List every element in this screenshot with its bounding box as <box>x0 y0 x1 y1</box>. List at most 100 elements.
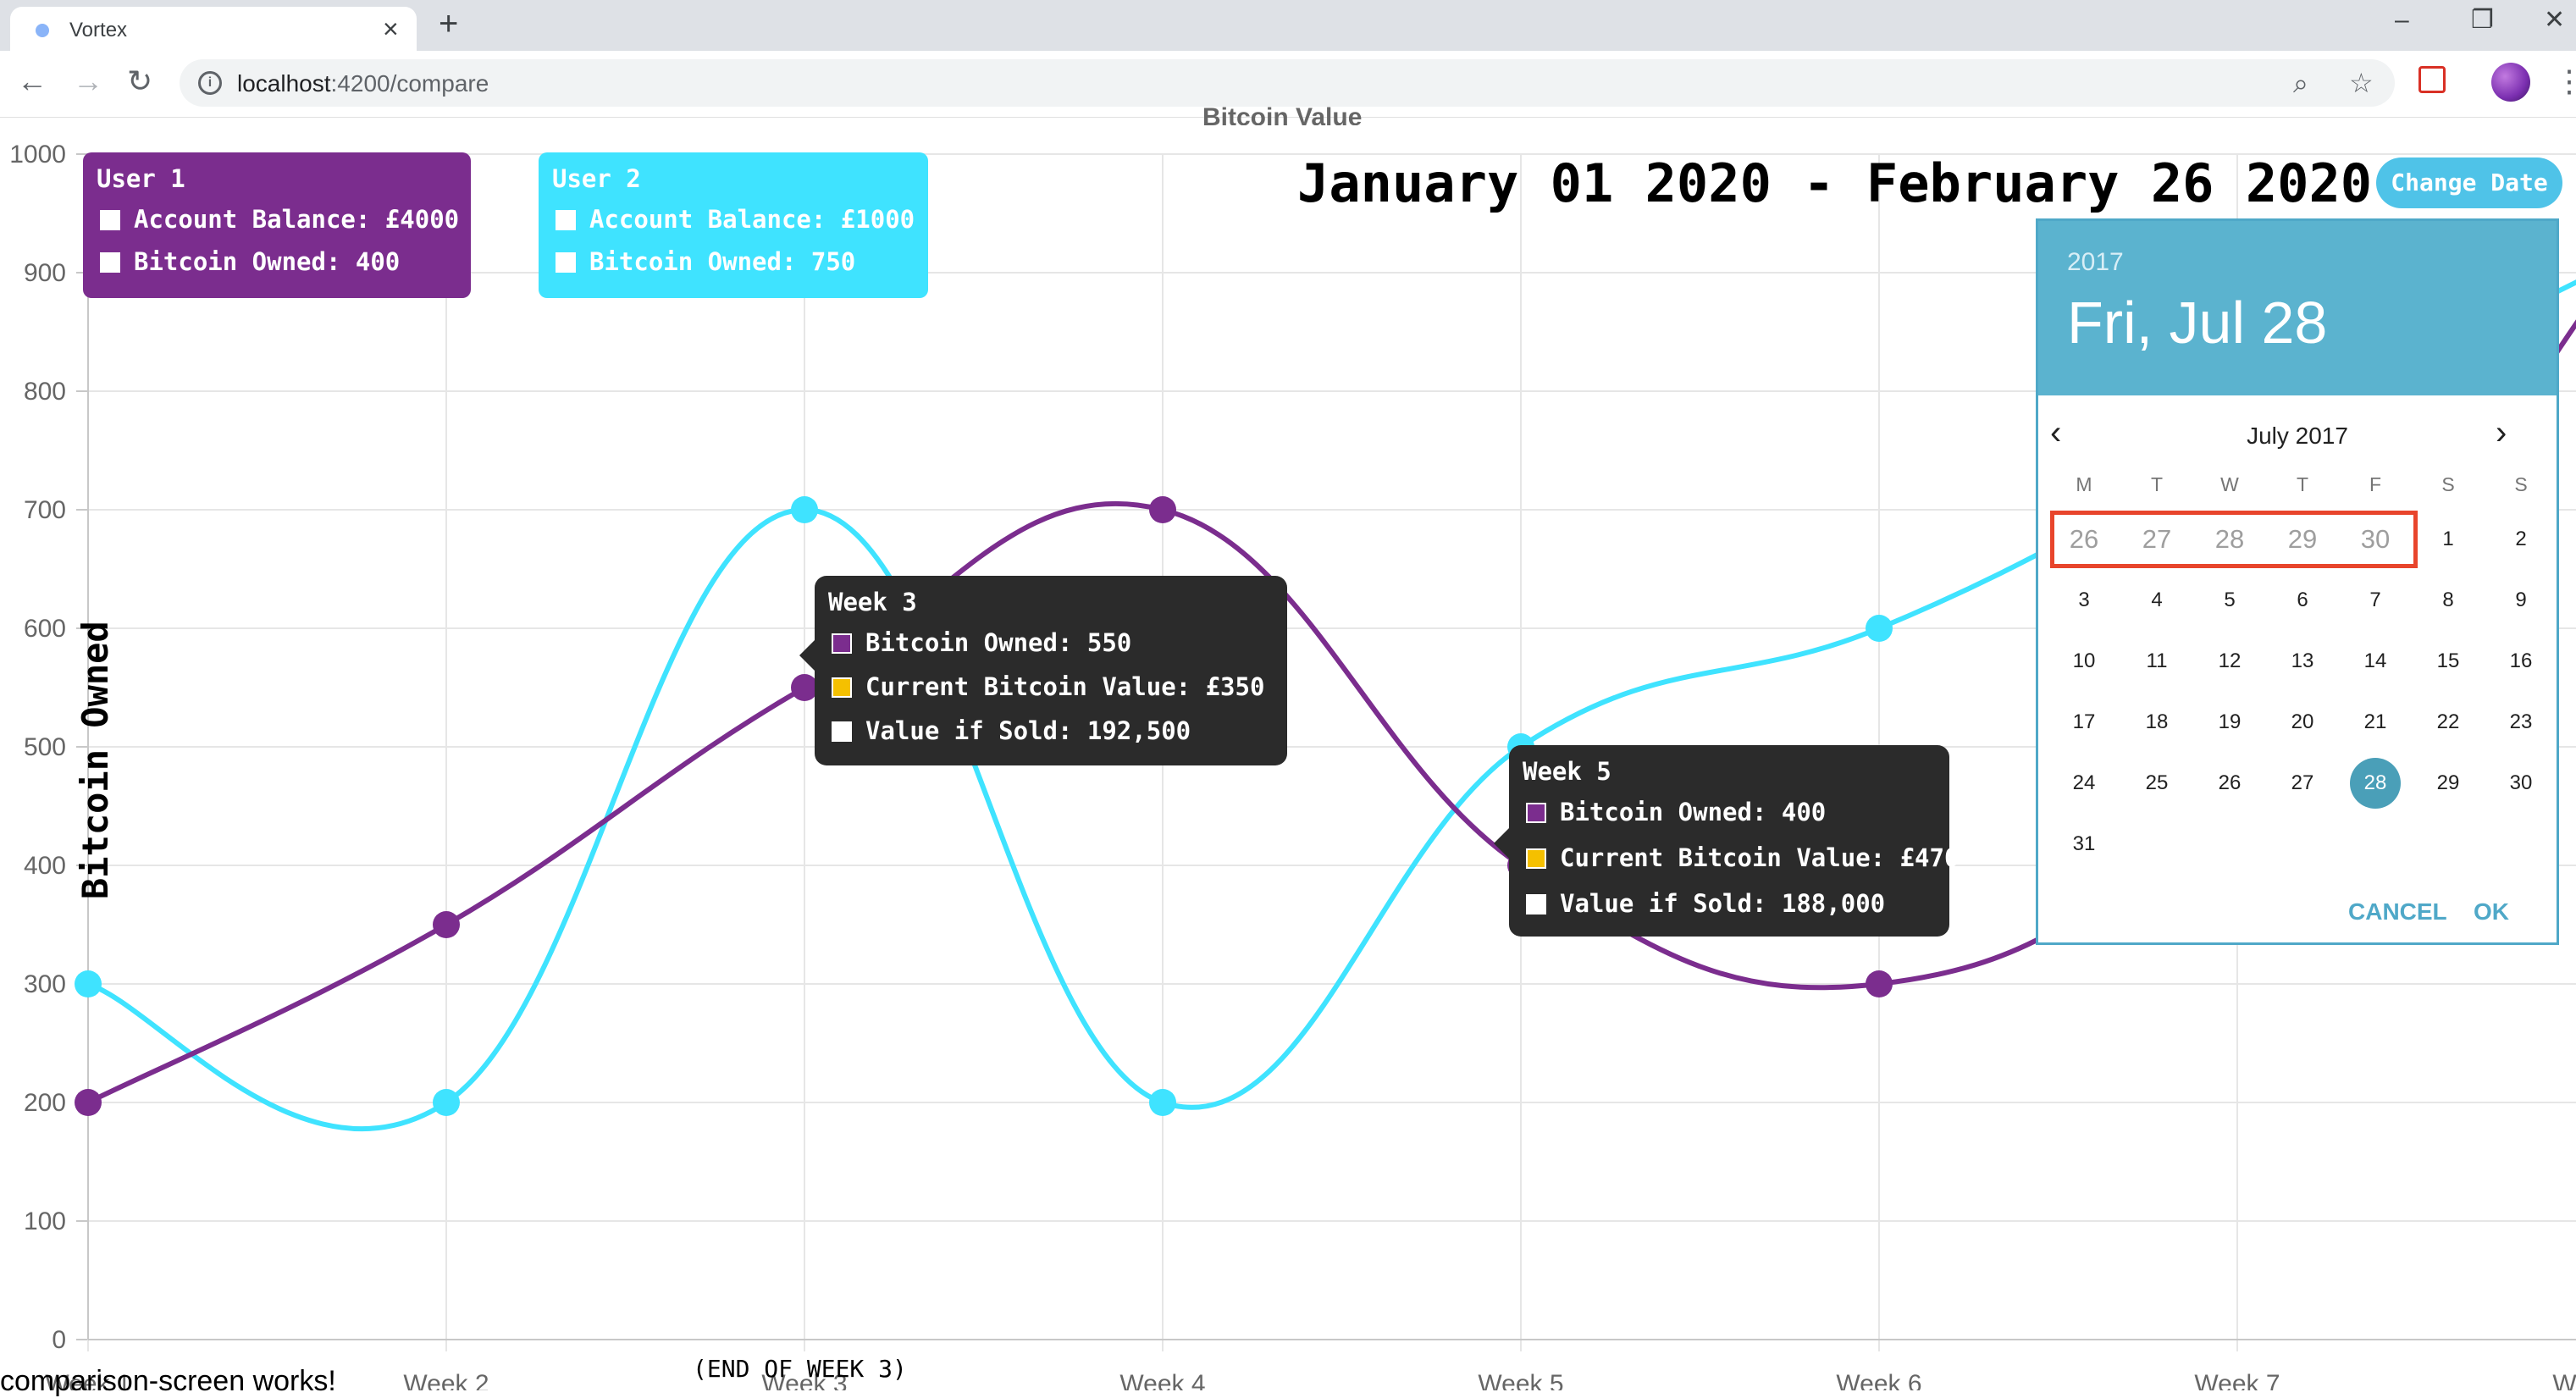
calendar-day[interactable]: 27 <box>2291 771 2314 794</box>
component-status-text: comparison-screen works! <box>0 1365 336 1397</box>
tab-strip: Vortex × + – ❐ ✕ <box>0 0 2576 51</box>
forward-icon[interactable]: → <box>73 64 103 98</box>
info-icon[interactable]: i <box>198 71 222 95</box>
y-tick-label: 100 <box>24 1207 66 1235</box>
data-point <box>433 1089 460 1116</box>
calendar-day[interactable]: 11 <box>2146 649 2168 672</box>
calendar-day[interactable]: 28 <box>2214 524 2245 554</box>
calendar-day[interactable]: 10 <box>2072 649 2096 672</box>
calendar-day[interactable]: 12 <box>2218 649 2242 672</box>
extension-icon[interactable] <box>2418 66 2446 93</box>
calendar-day[interactable]: 26 <box>2069 524 2099 554</box>
x-tick-label: Week 3 <box>761 1370 847 1390</box>
data-point <box>75 1089 102 1116</box>
account-balance[interactable]: Account Balance: £4000 <box>100 205 459 234</box>
color-swatch <box>1526 803 1546 823</box>
address-bar[interactable]: i localhost:4200/compare ⌕ ☆ <box>180 59 2395 107</box>
calendar-day[interactable]: 17 <box>2072 710 2096 733</box>
change-date-button[interactable]: Change Date <box>2376 157 2562 208</box>
color-swatch <box>832 677 852 698</box>
weekday-label: M <box>2076 473 2092 495</box>
new-tab-icon[interactable]: + <box>439 5 459 42</box>
tooltip-caret <box>1494 828 1509 859</box>
calendar-day[interactable]: 7 <box>2369 588 2381 611</box>
calendar-day[interactable]: 3 <box>2078 588 2090 611</box>
bitcoin-owned[interactable]: Bitcoin Owned: 750 <box>556 247 855 276</box>
calendar-day[interactable]: 6 <box>2297 588 2308 611</box>
tooltip-value: Current Bitcoin Value: £470 <box>1526 843 1959 872</box>
calendar-day[interactable]: 30 <box>2360 524 2391 554</box>
date-picker-header: 2017 Fri, Jul 28 <box>2038 221 2557 395</box>
calendar-day[interactable]: 1 <box>2442 528 2454 550</box>
next-month-icon[interactable]: › <box>2496 414 2507 451</box>
calendar-day[interactable]: 28 <box>2350 758 2401 809</box>
x-tick-label: Week 2 <box>403 1370 489 1390</box>
tooltip-week-3: Week 3 Bitcoin Owned: 550 Current Bitcoi… <box>799 576 1287 765</box>
reload-icon[interactable]: ↻ <box>127 64 153 98</box>
x-tick-label: Week 5 <box>1478 1370 1563 1390</box>
back-icon[interactable]: ← <box>17 64 47 98</box>
calendar-day[interactable]: 31 <box>2072 832 2096 855</box>
calendar-day[interactable]: 30 <box>2509 771 2533 794</box>
calendar-day[interactable]: 27 <box>2142 524 2172 554</box>
y-tick-label: 200 <box>24 1089 66 1117</box>
calendar-day[interactable]: 16 <box>2509 649 2533 672</box>
menu-icon[interactable]: ⋮ <box>2554 64 2576 98</box>
calendar-day[interactable]: 5 <box>2224 588 2236 611</box>
calendar-day[interactable]: 29 <box>2436 771 2460 794</box>
tooltip-sold: Value if Sold: 192,500 <box>832 716 1191 745</box>
account-balance[interactable]: Account Balance: £1000 <box>556 205 915 234</box>
user-title: User 1 <box>97 164 185 193</box>
calendar-day[interactable]: 14 <box>2363 649 2387 672</box>
calendar-day[interactable]: 22 <box>2436 710 2460 733</box>
calendar-day[interactable]: 19 <box>2218 710 2242 733</box>
highlight-box <box>2050 511 2418 568</box>
cancel-button[interactable]: CANCEL <box>2348 898 2447 925</box>
data-point <box>1866 615 1893 642</box>
tooltip-owned: Bitcoin Owned: 400 <box>1526 798 1826 826</box>
restore-icon[interactable]: ❐ <box>2471 6 2494 34</box>
weekday-label: F <box>2369 473 2382 495</box>
calendar-day[interactable]: 2 <box>2515 528 2527 550</box>
calendar-day[interactable]: 24 <box>2072 771 2096 794</box>
minimize-icon[interactable]: – <box>2395 6 2409 34</box>
checkbox-icon <box>100 210 120 230</box>
x-tick-label: Week 1 <box>45 1370 130 1390</box>
zoom-icon[interactable]: ⌕ <box>2293 68 2308 98</box>
calendar-day[interactable]: 13 <box>2291 649 2314 672</box>
data-point <box>75 970 102 997</box>
y-tick-label: 300 <box>24 970 66 998</box>
picker-selected-date[interactable]: Fri, Jul 28 <box>2067 290 2328 356</box>
browser-tab[interactable]: Vortex × <box>10 7 417 51</box>
picker-year[interactable]: 2017 <box>2067 248 2124 276</box>
calendar-day[interactable]: 23 <box>2509 710 2533 733</box>
calendar-day[interactable]: 9 <box>2515 588 2527 611</box>
calendar-day[interactable]: 4 <box>2151 588 2163 611</box>
tooltip-owned: Bitcoin Owned: 550 <box>832 628 1131 657</box>
calendar-day[interactable]: 20 <box>2291 710 2314 733</box>
y-tick-label: 500 <box>24 733 66 761</box>
calendar-day[interactable]: 26 <box>2218 771 2242 794</box>
bookmark-star-icon[interactable]: ☆ <box>2349 68 2374 98</box>
x-tick-label: Week 8 <box>2552 1370 2576 1390</box>
profile-avatar[interactable] <box>2491 63 2530 102</box>
calendar-day[interactable]: 8 <box>2442 588 2454 611</box>
y-tick-label: 800 <box>24 378 66 406</box>
weekday-label: W <box>2220 473 2239 495</box>
calendar-day[interactable]: 15 <box>2436 649 2460 672</box>
checkbox-icon <box>556 210 576 230</box>
close-window-icon[interactable]: ✕ <box>2544 6 2566 34</box>
ok-button[interactable]: OK <box>2474 898 2509 925</box>
calendar-day[interactable]: 18 <box>2145 710 2169 733</box>
data-point <box>1866 970 1893 997</box>
previous-month-icon[interactable]: ‹ <box>2050 414 2062 451</box>
calendar-day[interactable]: 21 <box>2363 710 2387 733</box>
y-tick-label: 400 <box>24 852 66 880</box>
bitcoin-owned[interactable]: Bitcoin Owned: 400 <box>100 247 400 276</box>
tooltip-value: Current Bitcoin Value: £350 <box>832 672 1264 701</box>
color-swatch <box>832 633 852 654</box>
calendar-day[interactable]: 25 <box>2145 771 2169 794</box>
y-tick-label: 900 <box>24 259 66 287</box>
close-tab-icon[interactable]: × <box>383 14 399 44</box>
calendar-day[interactable]: 29 <box>2287 524 2318 554</box>
